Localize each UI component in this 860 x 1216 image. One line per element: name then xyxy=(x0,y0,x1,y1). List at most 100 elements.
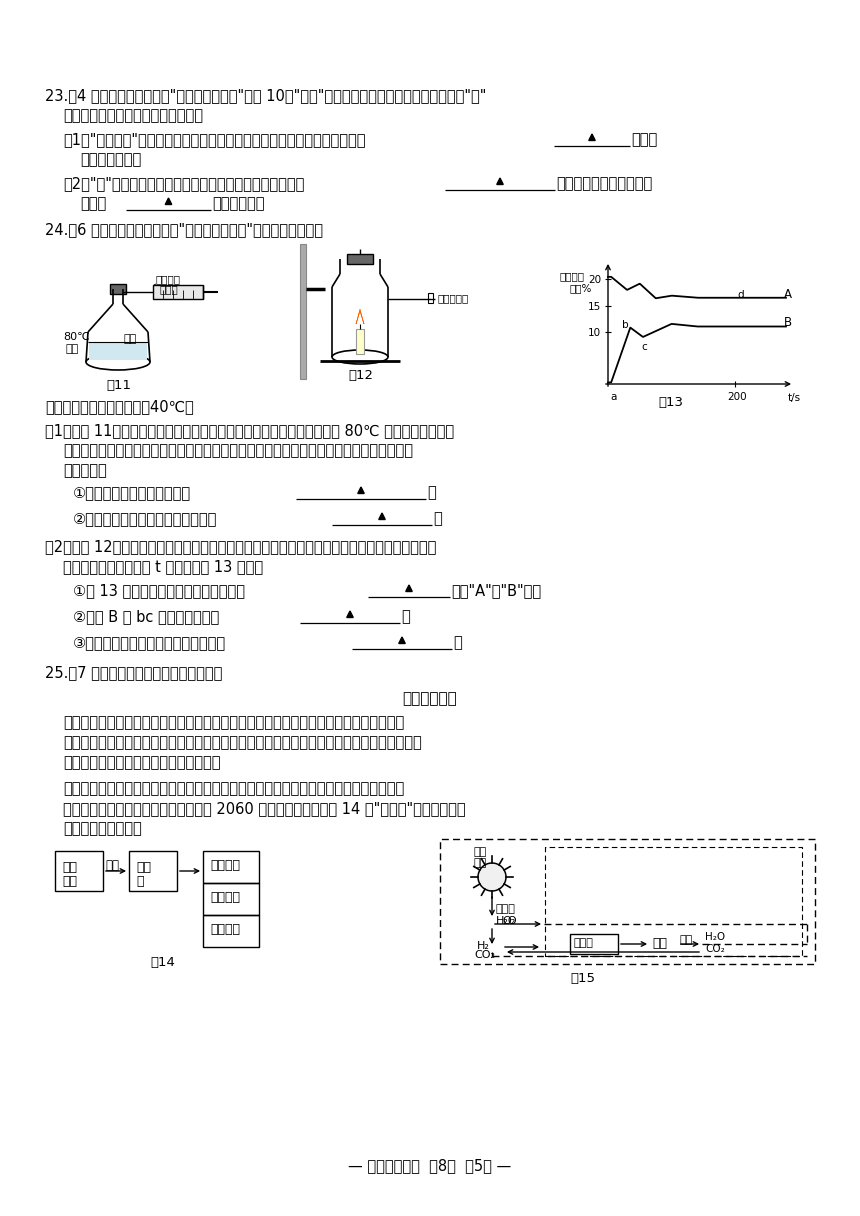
Text: 本反应类型）。: 本反应类型）。 xyxy=(80,152,141,167)
Text: 图14: 图14 xyxy=(150,956,175,969)
Text: b: b xyxy=(623,320,629,330)
Text: 化学固碳: 化学固碳 xyxy=(210,891,240,903)
Text: 氧化碳体积分数随时间 t 的变化如图 13 所示。: 氧化碳体积分数随时间 t 的变化如图 13 所示。 xyxy=(63,559,263,574)
Text: B: B xyxy=(784,316,792,330)
Text: 二氧化碳: 二氧化碳 xyxy=(156,274,181,285)
Text: 分解水: 分解水 xyxy=(496,903,516,914)
Text: H₂O: H₂O xyxy=(705,931,725,942)
Text: 燃烧: 燃烧 xyxy=(105,858,119,872)
Text: 物理固碳: 物理固碳 xyxy=(210,923,240,936)
Text: 白磷燃烧。: 白磷燃烧。 xyxy=(63,463,107,478)
Bar xyxy=(153,285,203,299)
Text: 图11: 图11 xyxy=(106,379,131,392)
Bar xyxy=(347,254,373,264)
Polygon shape xyxy=(497,178,503,185)
Text: 生物固碳: 生物固碳 xyxy=(210,858,240,872)
Text: 。: 。 xyxy=(427,485,436,500)
Text: 20: 20 xyxy=(588,276,601,286)
Text: （填"A"或"B"）。: （填"A"或"B"）。 xyxy=(451,582,541,598)
Bar xyxy=(89,342,147,360)
Text: ③据此，你对燃烧所需条件的再认识是: ③据此，你对燃烧所需条件的再认识是 xyxy=(73,635,226,651)
Text: 发电: 发电 xyxy=(474,858,488,868)
Text: 【查阅资料】白磷着火点为40℃。: 【查阅资料】白磷着火点为40℃。 xyxy=(45,399,194,413)
Text: H₂O: H₂O xyxy=(496,916,518,927)
Polygon shape xyxy=(356,309,364,323)
Polygon shape xyxy=(165,198,172,204)
Text: 置在燃烧匙上的白磷，此时白磷未燃烧。若缓慢推动注射器活塞，观察到的瓶中液面下降，: 置在燃烧匙上的白磷，此时白磷未燃烧。若缓慢推动注射器活塞，观察到的瓶中液面下降， xyxy=(63,443,413,458)
Text: 式是将: 式是将 xyxy=(80,196,107,212)
Text: a: a xyxy=(610,392,617,402)
Polygon shape xyxy=(589,134,595,141)
Polygon shape xyxy=(406,585,412,591)
Text: 分数%: 分数% xyxy=(570,283,593,293)
Text: 白磷: 白磷 xyxy=(123,334,136,344)
Text: 。: 。 xyxy=(401,609,409,624)
Polygon shape xyxy=(399,637,405,643)
Text: 液态阳光甲醇: 液态阳光甲醇 xyxy=(402,691,458,706)
Bar xyxy=(203,883,259,914)
Text: c: c xyxy=(641,342,647,351)
Text: ，该反应中能量的转化形: ，该反应中能量的转化形 xyxy=(556,176,652,191)
Bar xyxy=(356,330,364,354)
Text: 碳元素在岩石圈主要以碳酸钙和化石燃料等形式存在，在大气圈以二氧化碳和一氧化碳的: 碳元素在岩石圈主要以碳酸钙和化石燃料等形式存在，在大气圈以二氧化碳和一氧化碳的 xyxy=(63,715,404,730)
Bar xyxy=(110,285,126,294)
Text: 转化为热能。: 转化为热能。 xyxy=(212,196,265,212)
Text: ②曲线 B 中 bc 段变化的原因是: ②曲线 B 中 bc 段变化的原因是 xyxy=(73,609,219,624)
Text: t/s: t/s xyxy=(788,393,802,402)
Text: 催化剂: 催化剂 xyxy=(573,938,593,948)
Polygon shape xyxy=(378,513,385,519)
Text: 效应，我国政府向世界承诺，中国将在 2060 年前实现碳中和。图 14 是"碳中和"所采用的三种: 效应，我国政府向世界承诺，中国将在 2060 年前实现碳中和。图 14 是"碳中… xyxy=(63,801,465,816)
Text: 和: 和 xyxy=(136,876,144,888)
Text: 形式存在，在水圈以多种形式存在于生物体中。这些碳通过自然界中的碳循环（包括大气、海: 形式存在，在水圈以多种形式存在于生物体中。这些碳通过自然界中的碳循环（包括大气、… xyxy=(63,734,421,750)
Text: 25.（7 分）阅读下列科普短文，回答问题: 25.（7 分）阅读下列科普短文，回答问题 xyxy=(45,665,223,680)
Text: 不同方法的示意图。: 不同方法的示意图。 xyxy=(63,821,142,837)
Bar xyxy=(203,851,259,883)
Text: 15: 15 xyxy=(588,302,601,311)
Text: 溶于水可制得浸烫树皮脱胶的碱液。: 溶于水可制得浸烫树皮脱胶的碱液。 xyxy=(63,108,203,123)
Text: CO₂: CO₂ xyxy=(474,950,495,959)
Polygon shape xyxy=(347,610,353,618)
Text: 。: 。 xyxy=(453,635,462,651)
Text: 甲醇: 甲醇 xyxy=(652,938,667,950)
Text: 。: 。 xyxy=(433,511,442,527)
Bar xyxy=(300,244,306,379)
Bar xyxy=(55,851,103,891)
Text: （1）"砺房成灰"指高温条件下碳酸钙转化为氧化钙和二氧化碳，该反应属于: （1）"砺房成灰"指高温条件下碳酸钙转化为氧化钙和二氧化碳，该反应属于 xyxy=(63,133,365,147)
Bar xyxy=(545,848,802,956)
Text: d: d xyxy=(737,289,744,300)
Text: 24.（6 分）某化学兴趣小组以"探究燃烧的奥秘"为主题开展学习。: 24.（6 分）某化学兴趣小组以"探究燃烧的奥秘"为主题开展学习。 xyxy=(45,223,323,237)
Text: 23.（4 分）《周礼》记载："煤饼烧砺房成灰"（图 10，"砺房"即牡蛎壳，主要成分是碳酸钙），将"灰": 23.（4 分）《周礼》记载："煤饼烧砺房成灰"（图 10，"砺房"即牡蛎壳，主… xyxy=(45,88,487,103)
Text: 燃料: 燃料 xyxy=(62,876,77,888)
Circle shape xyxy=(478,863,506,891)
Text: 图12: 图12 xyxy=(348,368,373,382)
Bar xyxy=(129,851,177,891)
Text: 图13: 图13 xyxy=(658,396,683,409)
Text: 80℃: 80℃ xyxy=(63,332,89,342)
Polygon shape xyxy=(358,486,365,494)
Text: （1）按图 11，连接实验装置并添加药品，通过长颈漏斗向集气瓶中加入 80℃ 热水，恰好淹没放: （1）按图 11，连接实验装置并添加药品，通过长颈漏斗向集气瓶中加入 80℃ 热… xyxy=(45,423,454,438)
Bar xyxy=(428,293,433,303)
Bar xyxy=(570,934,618,955)
Text: 10: 10 xyxy=(588,328,601,338)
Text: 200: 200 xyxy=(728,392,746,402)
Text: ①写出白磷燃烧的化学方程式: ①写出白磷燃烧的化学方程式 xyxy=(73,485,191,500)
Text: H₂: H₂ xyxy=(477,941,490,951)
Bar xyxy=(203,914,259,947)
Text: （2）如图 12，在密闭容器中将蜡烛点燃直至熄灭，利用数字化传感器测得全过程中瓶内氧气、二: （2）如图 12，在密闭容器中将蜡烛点燃直至熄灭，利用数字化传感器测得全过程中瓶… xyxy=(45,539,436,554)
Text: 传感器: 传感器 xyxy=(160,285,179,294)
Text: — 初三化学试卷  共8页  第5页 —: — 初三化学试卷 共8页 第5页 — xyxy=(348,1158,512,1173)
Text: O₂: O₂ xyxy=(502,916,515,927)
Text: A: A xyxy=(784,288,792,300)
Text: 气体体积: 气体体积 xyxy=(560,271,585,281)
Text: 洋、地表生物、火山爆发等）实现平衡。: 洋、地表生物、火山爆发等）实现平衡。 xyxy=(63,755,220,770)
Bar xyxy=(440,839,815,964)
Text: 图15: 图15 xyxy=(570,972,595,985)
Text: 由于人类过度开采使用地下含碳燃料，导致大气中二氧化碳排放量急剧增加。为减缓温室: 由于人类过度开采使用地下含碳燃料，导致大气中二氧化碳排放量急剧增加。为减缓温室 xyxy=(63,781,404,796)
Text: （2）"灰"溶于水得碱液（即石灰水），反应的化学方程式为: （2）"灰"溶于水得碱液（即石灰水），反应的化学方程式为 xyxy=(63,176,304,191)
Text: 氧气传感器: 氧气传感器 xyxy=(438,293,470,303)
Text: 碳中: 碳中 xyxy=(136,861,151,874)
Text: 热水: 热水 xyxy=(66,344,79,354)
Text: （填基: （填基 xyxy=(631,133,657,147)
Text: ②此实验说明燃烧必须满足的条件是: ②此实验说明燃烧必须满足的条件是 xyxy=(73,511,218,527)
Text: 光伏: 光伏 xyxy=(474,848,488,857)
